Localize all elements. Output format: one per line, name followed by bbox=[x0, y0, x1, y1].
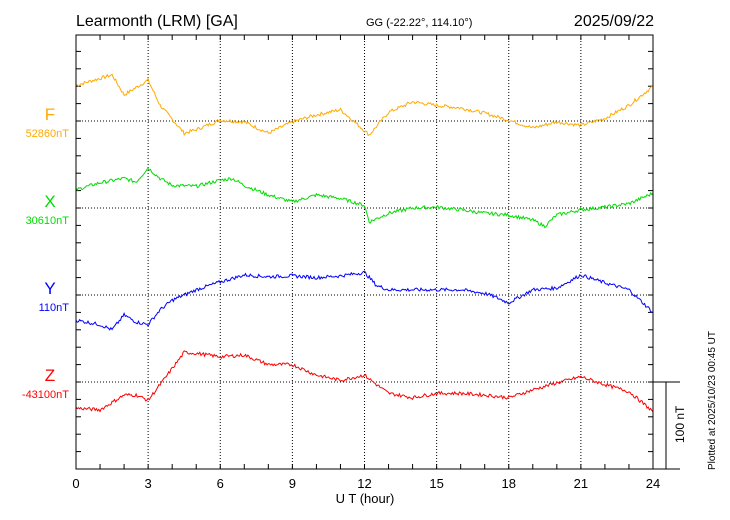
plotted-timestamp: Plotted at 2025/10/23 00:45 UT bbox=[707, 331, 718, 470]
series-name-z: Z bbox=[45, 366, 55, 385]
series-line-z bbox=[75, 350, 654, 413]
x-tick-label: 12 bbox=[357, 476, 371, 491]
series-labels: F 52860nT X 30610nT Y 110nT Z -43100nT bbox=[22, 105, 69, 401]
station-title: Learmonth (LRM) [GA] bbox=[76, 13, 238, 30]
series-name-f: F bbox=[45, 105, 55, 124]
grid: 0 3 6 9 12 15 18 21 24 bbox=[72, 35, 660, 491]
series-baseline-z: -43100nT bbox=[22, 389, 69, 401]
plot-frame bbox=[75, 34, 654, 470]
x-tick-label: 21 bbox=[574, 476, 588, 491]
plot-date: 2025/09/22 bbox=[574, 13, 654, 30]
x-tick-label: 0 bbox=[72, 476, 79, 491]
series-name-y: Y bbox=[44, 279, 55, 298]
x-axis-label: U T (hour) bbox=[336, 491, 395, 506]
x-tick-label: 15 bbox=[429, 476, 443, 491]
series-line-y bbox=[75, 270, 654, 331]
series-baseline-f: 52860nT bbox=[26, 128, 70, 140]
x-tick-label: 24 bbox=[646, 476, 660, 491]
x-tick-label: 18 bbox=[502, 476, 516, 491]
x-tick-label: 3 bbox=[145, 476, 152, 491]
x-tick-label: 6 bbox=[217, 476, 224, 491]
series-lines bbox=[75, 73, 654, 413]
series-name-x: X bbox=[44, 192, 55, 211]
series-line-x bbox=[75, 167, 654, 229]
series-baseline-x: 30610nT bbox=[26, 215, 70, 227]
station-coords: GG (-22.22°, 114.10°) bbox=[366, 17, 472, 29]
series-line-f bbox=[75, 73, 654, 137]
scale-label: 100 nT bbox=[673, 405, 687, 443]
series-baseline-y: 110nT bbox=[39, 302, 70, 314]
x-tick-label: 9 bbox=[289, 476, 296, 491]
scale-bar: 100 nT bbox=[653, 381, 687, 470]
